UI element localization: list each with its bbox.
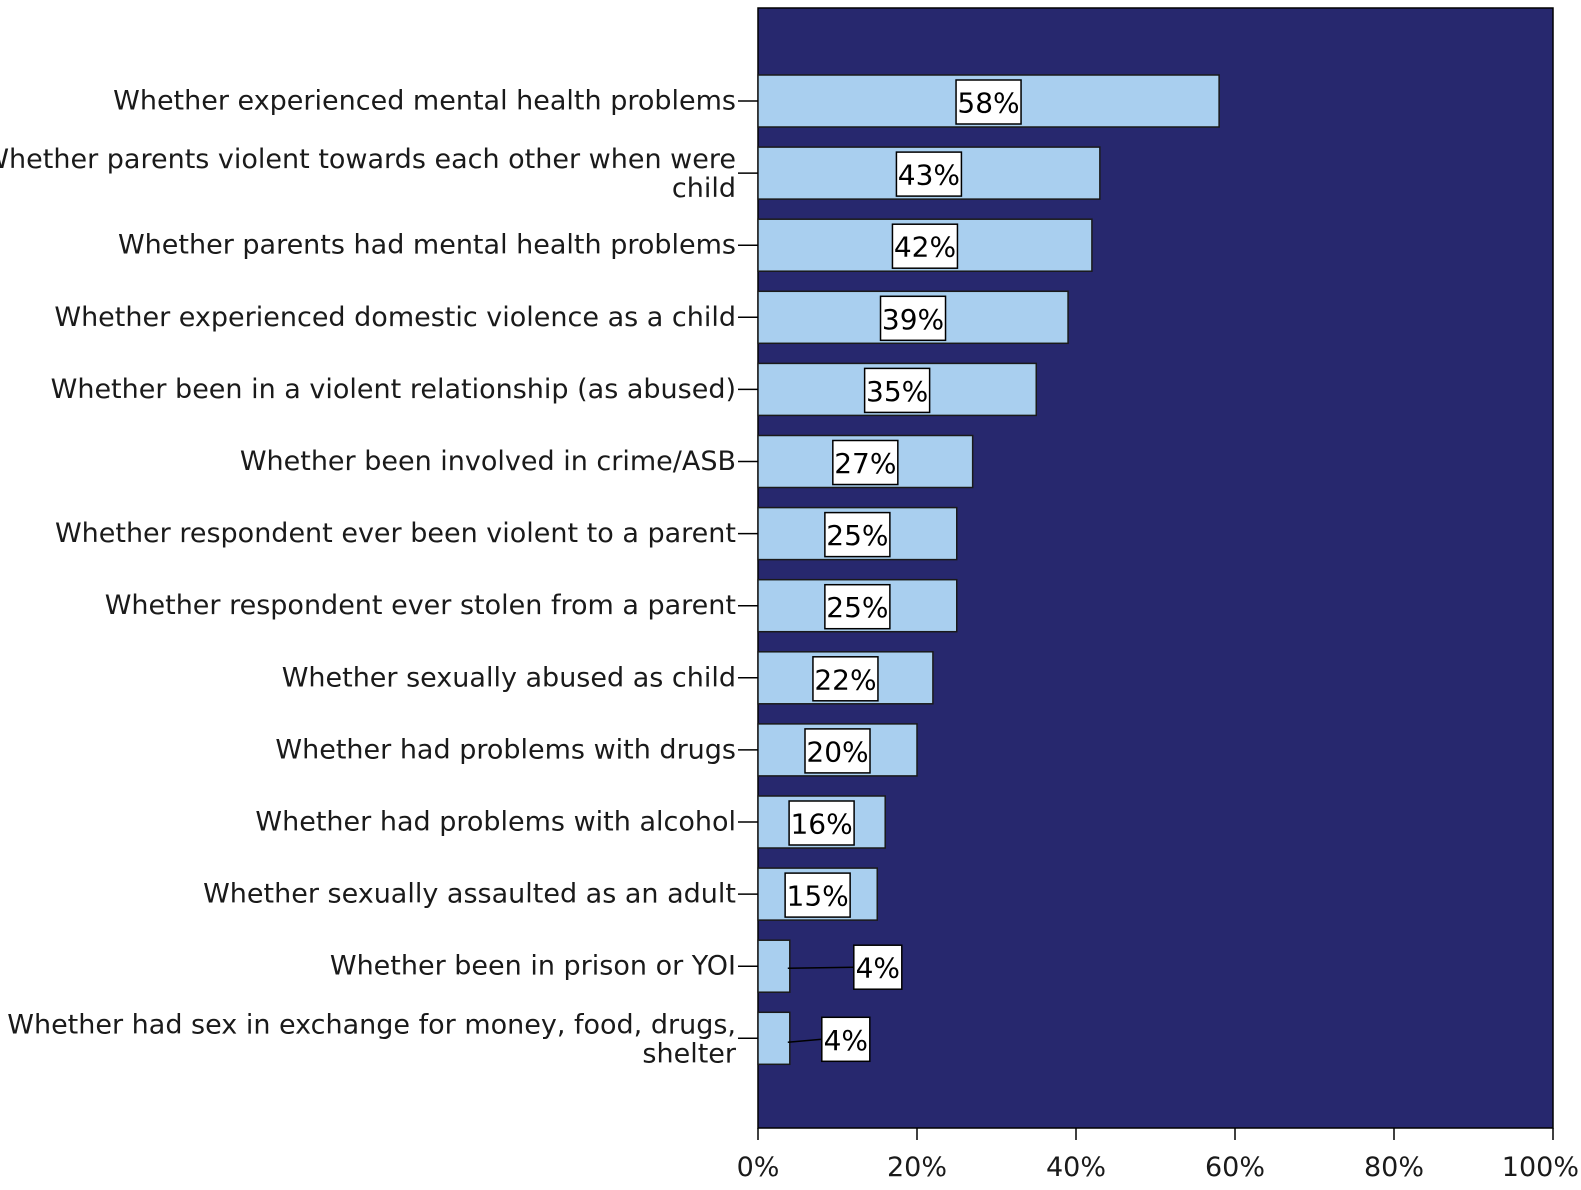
data-label-box (821, 1016, 871, 1063)
bar (757, 939, 791, 993)
data-label-box (784, 872, 851, 918)
category-label: Whether respondent ever been violent to … (55, 518, 736, 549)
data-label-box (863, 367, 931, 414)
data-label: 15% (787, 880, 849, 913)
data-label: 25% (826, 591, 888, 624)
x-tick-label: 80% (1364, 1152, 1424, 1183)
data-label-box (788, 800, 855, 846)
category-label: Whether experienced mental health proble… (113, 86, 736, 117)
bar (757, 1011, 791, 1066)
data-label: 25% (826, 519, 888, 552)
category-labels-group: Whether experienced mental health proble… (0, 86, 758, 1069)
data-label: 22% (814, 663, 876, 696)
x-tick-label: 0% (737, 1152, 780, 1183)
data-label-box (891, 223, 959, 269)
data-label: 4% (824, 1024, 868, 1057)
data-label-leader (787, 1038, 822, 1044)
category-label: Whether been involved in crime/ASB (240, 446, 736, 477)
data-label-box (804, 728, 871, 774)
data-label-leader (787, 966, 854, 969)
category-label: Whether sexually abused as child (282, 662, 736, 693)
bars-group: 58% 43% 42% 39% 35% 27% 25% 25% 22% 20% 16% 15% 4% 4% (757, 74, 1220, 1066)
category-label: Whether respondent ever stolen from a pa… (105, 590, 736, 621)
category-label: Whether had sex in exchange for money, f… (7, 1009, 737, 1069)
data-label-box (812, 656, 879, 702)
data-label: 16% (790, 808, 852, 841)
data-label: 43% (898, 159, 960, 192)
category-label: Whether experienced domestic violence as… (54, 302, 736, 333)
data-label-box (824, 583, 891, 630)
data-label: 42% (894, 231, 956, 264)
x-tick-label: 100% (1502, 1152, 1579, 1183)
data-label: 35% (866, 375, 928, 408)
category-label: Whether had problems with alcohol (255, 807, 736, 838)
category-label: Whether been in a violent relationship (… (51, 374, 736, 405)
x-tick-label: 20% (887, 1152, 947, 1183)
category-label: Whether been in prison or YOI (330, 951, 736, 982)
category-label: Whether sexually assaulted as an adult (203, 879, 736, 910)
data-label-box (895, 151, 963, 197)
data-label: 20% (806, 735, 868, 768)
data-label-box (955, 79, 1022, 125)
x-tick-label: 40% (1046, 1152, 1106, 1183)
data-label-box (832, 439, 899, 486)
data-label-box (853, 944, 903, 990)
data-label: 58% (957, 87, 1019, 120)
category-label: Whether had problems with drugs (275, 734, 736, 765)
data-label: 27% (834, 447, 896, 480)
x-axis: 0% 20% 40% 60% 80% 100% (737, 1128, 1579, 1183)
data-label: 39% (882, 303, 944, 336)
data-label: 4% (856, 952, 900, 985)
category-label: Whether parents had mental health proble… (118, 230, 736, 261)
data-label-box (879, 295, 947, 342)
category-label: Whether parents violent towards each oth… (0, 144, 736, 204)
data-label-box (824, 511, 891, 558)
x-tick-label: 60% (1205, 1152, 1265, 1183)
